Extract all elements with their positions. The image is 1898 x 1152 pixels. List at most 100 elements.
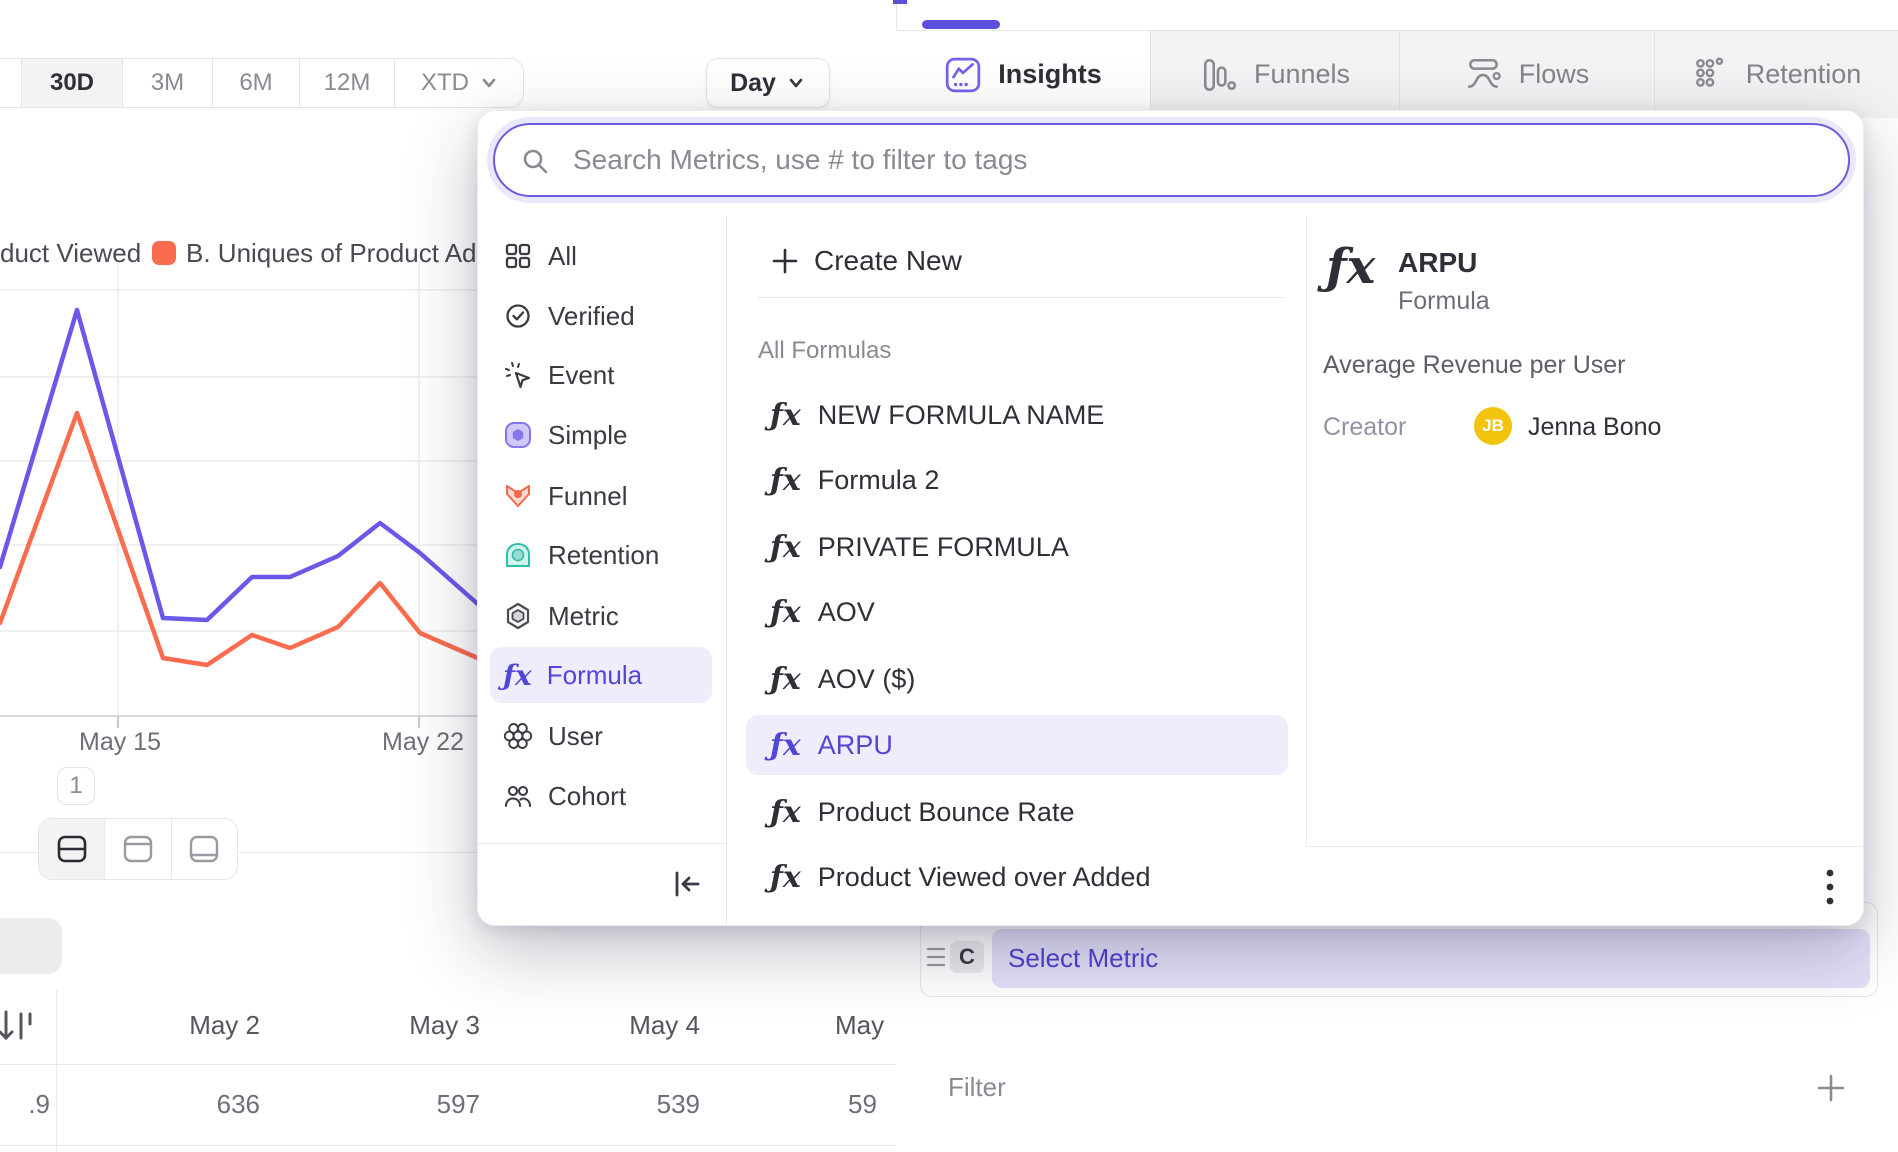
range-30d-button[interactable]: 30D bbox=[21, 59, 122, 107]
formula-item[interactable]: ƒx PRIVATE FORMULA bbox=[746, 517, 1288, 577]
range-xtd-button[interactable]: XTD bbox=[394, 59, 523, 107]
category-verified[interactable]: Verified bbox=[490, 288, 712, 344]
drag-handle-icon[interactable] bbox=[926, 944, 946, 970]
sort-values-icon[interactable] bbox=[0, 1004, 38, 1048]
series-a-line bbox=[0, 307, 483, 623]
tab-funnels-label: Funnels bbox=[1253, 59, 1351, 89]
formula-fx-icon: ƒx bbox=[770, 462, 801, 498]
table-cell-1: 636 bbox=[216, 1089, 260, 1119]
category-user[interactable]: User bbox=[490, 708, 712, 764]
category-event[interactable]: Event bbox=[490, 347, 712, 403]
active-tab-indicator bbox=[922, 20, 1000, 29]
detail-divider bbox=[1306, 216, 1307, 846]
simple-metric-icon bbox=[505, 422, 531, 448]
table-header-divider bbox=[0, 1064, 896, 1065]
formula-item-selected[interactable]: ƒx ARPU bbox=[746, 715, 1288, 775]
kebab-menu-icon[interactable] bbox=[1822, 867, 1838, 909]
table-cell-partial: .9 bbox=[28, 1089, 50, 1119]
formula-item[interactable]: ƒx AOV bbox=[746, 582, 1288, 642]
range-6m-button[interactable]: 6M bbox=[212, 59, 299, 107]
formula-fx-icon: ƒx bbox=[770, 397, 801, 433]
category-all[interactable]: All bbox=[490, 228, 712, 284]
formula-item[interactable]: ƒx NEW FORMULA NAME bbox=[746, 385, 1288, 445]
formula-item-label: PRIVATE FORMULA bbox=[817, 531, 1069, 562]
layout-split-view-button[interactable] bbox=[39, 819, 105, 879]
report-type-tabs: Insights Funnels Flows Retention bbox=[896, 30, 1898, 118]
category-metric[interactable]: Metric bbox=[490, 588, 712, 644]
retention-icon bbox=[1695, 57, 1723, 87]
user-cluster-icon bbox=[503, 723, 533, 749]
metric-search-input[interactable] bbox=[493, 123, 1850, 197]
category-formula[interactable]: ƒx Formula bbox=[490, 647, 712, 703]
range-cut-segment[interactable] bbox=[0, 59, 21, 107]
formula-item[interactable]: ƒx AOV ($) bbox=[746, 649, 1288, 709]
category-cohort-label: Cohort bbox=[548, 780, 627, 811]
category-event-label: Event bbox=[548, 359, 615, 390]
granularity-day-button[interactable]: Day bbox=[706, 58, 830, 108]
table-header-col4[interactable]: May bbox=[835, 1010, 885, 1040]
tab-insights-label: Insights bbox=[998, 59, 1102, 89]
tab-insights[interactable]: Insights bbox=[896, 31, 1150, 118]
retention-metric-icon bbox=[506, 542, 530, 567]
layout-chart-view-button[interactable] bbox=[104, 819, 171, 879]
formula-fx-icon: ƒx bbox=[770, 529, 801, 565]
formula-fx-icon: ƒx bbox=[770, 859, 801, 895]
formula-item[interactable]: ƒx Formula 2 bbox=[746, 450, 1288, 510]
table-header-col3[interactable]: May 4 bbox=[629, 1010, 700, 1040]
formula-fx-icon: ƒx bbox=[770, 594, 801, 630]
detail-type: Formula bbox=[1398, 287, 1490, 315]
tab-funnels[interactable]: Funnels bbox=[1150, 31, 1399, 118]
tab-flows[interactable]: Flows bbox=[1399, 31, 1654, 118]
category-funnel[interactable]: Funnel bbox=[490, 468, 712, 524]
formula-item-label: Product Bounce Rate bbox=[817, 796, 1075, 827]
select-metric-button[interactable]: Select Metric bbox=[992, 929, 1870, 988]
category-retention-label: Retention bbox=[548, 539, 660, 570]
chevron-down-icon bbox=[789, 78, 803, 88]
granularity-label: Day bbox=[730, 68, 776, 97]
create-new-button[interactable]: Create New bbox=[746, 231, 1288, 291]
collapse-panel-icon[interactable] bbox=[670, 867, 704, 901]
category-simple[interactable]: Simple bbox=[490, 407, 712, 463]
formula-item-label: AOV bbox=[817, 596, 875, 627]
category-verified-label: Verified bbox=[548, 300, 635, 331]
metric-picker-modal: All Verified Event Simple Funnel Retenti… bbox=[477, 110, 1865, 926]
funnel-metric-icon bbox=[506, 485, 530, 507]
table-corner-chip bbox=[0, 918, 62, 974]
table-header-col1[interactable]: May 2 bbox=[189, 1010, 260, 1040]
category-user-label: User bbox=[548, 720, 603, 751]
x-tick-may15: May 15 bbox=[79, 728, 161, 756]
category-formula-label: Formula bbox=[546, 659, 643, 690]
category-retention[interactable]: Retention bbox=[490, 527, 712, 583]
creator-avatar: JB bbox=[1474, 407, 1512, 445]
detail-description: Average Revenue per User bbox=[1323, 351, 1626, 379]
select-metric-label: Select Metric bbox=[1008, 943, 1159, 973]
pagination-current: 1 bbox=[69, 772, 83, 799]
add-filter-icon[interactable] bbox=[1815, 1072, 1847, 1104]
category-funnel-label: Funnel bbox=[548, 480, 628, 511]
split-view-icon bbox=[57, 835, 86, 863]
tab-retention[interactable]: Retention bbox=[1654, 31, 1898, 118]
table-column-divider bbox=[56, 990, 57, 1152]
cohort-people-icon bbox=[504, 785, 532, 808]
tab-indicator-stub bbox=[893, 0, 907, 4]
table-header-col2[interactable]: May 3 bbox=[409, 1010, 480, 1040]
layout-toggle-group bbox=[38, 818, 238, 880]
formula-item-label: NEW FORMULA NAME bbox=[817, 399, 1105, 430]
category-cohort[interactable]: Cohort bbox=[490, 768, 712, 824]
layout-table-view-button[interactable] bbox=[170, 819, 237, 879]
x-tick-may22: May 22 bbox=[382, 728, 464, 756]
formula-fx-icon: ƒx bbox=[503, 658, 532, 692]
formula-fx-icon: ƒx bbox=[770, 661, 801, 697]
formula-item[interactable]: ƒx Product Viewed over Added bbox=[746, 847, 1288, 907]
verified-badge-icon bbox=[506, 304, 530, 328]
funnels-icon bbox=[1203, 58, 1237, 91]
range-3m-button[interactable]: 3M bbox=[122, 59, 212, 107]
range-12m-button[interactable]: 12M bbox=[299, 59, 394, 107]
formula-item[interactable]: ƒx Product Bounce Rate bbox=[746, 782, 1288, 842]
pagination-page-button[interactable]: 1 bbox=[57, 767, 95, 805]
date-range-group: 30D 3M 6M 12M XTD bbox=[0, 58, 524, 108]
filter-section-label: Filter bbox=[948, 1072, 1006, 1102]
table-row-divider bbox=[0, 1145, 896, 1146]
formula-item-label: Product Viewed over Added bbox=[817, 861, 1151, 892]
metric-hexagon-icon bbox=[506, 602, 530, 630]
